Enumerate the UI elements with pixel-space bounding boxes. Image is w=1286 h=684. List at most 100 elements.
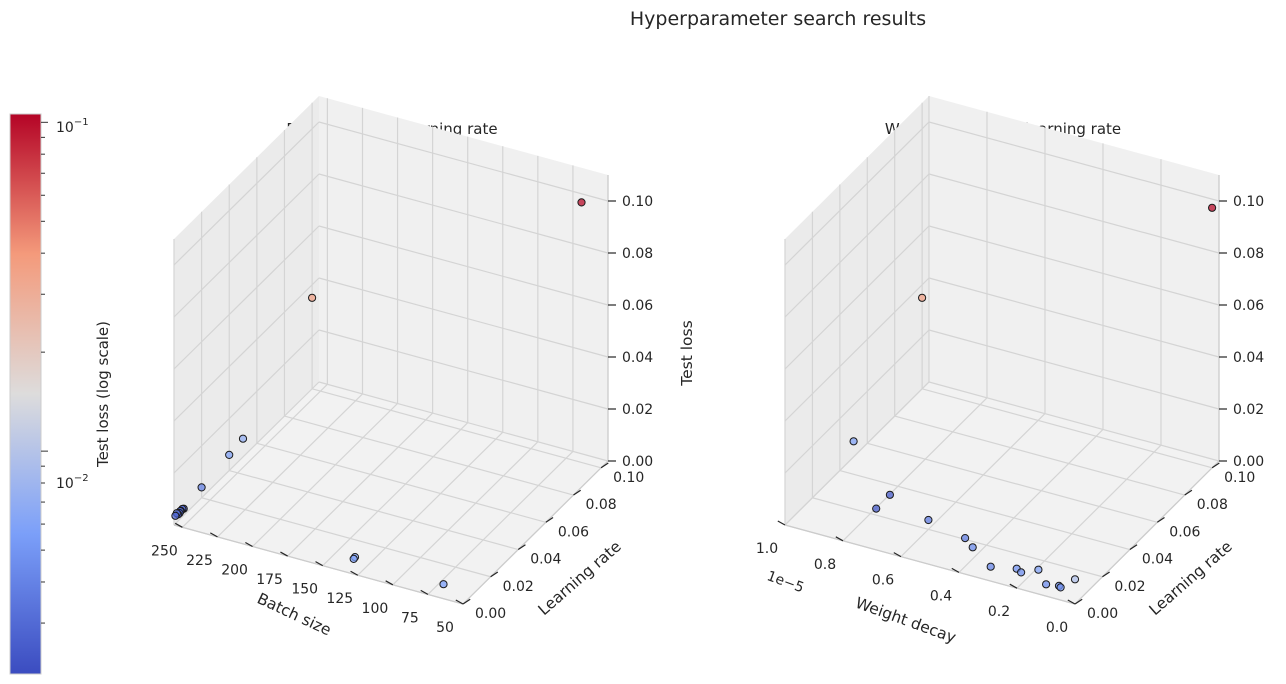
z-tick-label: 0.04	[1233, 350, 1264, 366]
x-tick-label: 0.0	[1046, 620, 1068, 636]
y-tick-label: 0.02	[1114, 579, 1145, 595]
z-tick-label: 0.06	[622, 298, 653, 314]
tick-labels: 50 75 100 125 150 175 200 225 250 0.00 0.02 0.04 0.0…	[151, 194, 653, 636]
x-tick	[209, 532, 218, 538]
y-tick-label: 0.00	[1087, 606, 1118, 622]
axis-lines	[784, 175, 1220, 605]
colorbar: 10−1 10−2 Test loss (log scale)	[9, 113, 112, 675]
x-tick-label: 75	[401, 610, 419, 626]
figure-title: Hyperparameter search results	[630, 8, 926, 30]
grid-z-left	[173, 277, 320, 422]
x-tick-label: 100	[362, 601, 389, 617]
grid-x-floor	[900, 413, 1046, 558]
scatter-point	[872, 504, 881, 513]
grid-z-left	[784, 381, 930, 526]
x-tick-label: 0.4	[930, 588, 952, 604]
x-tick-label: 0.2	[988, 604, 1010, 620]
y-tick-label: 0.04	[1142, 552, 1173, 568]
scatter-point	[885, 490, 895, 499]
grid-z-back	[318, 225, 609, 306]
grid-z-left	[173, 225, 320, 370]
back-pane	[319, 96, 608, 461]
x-tick	[777, 520, 786, 526]
colorbar-gradient	[9, 113, 42, 675]
x-tick	[951, 567, 960, 573]
grid-z-left	[173, 329, 320, 474]
z-tick-label: 0.00	[1233, 454, 1264, 470]
grid-z-back	[318, 381, 609, 462]
x-tick	[420, 589, 429, 595]
grid-z-left	[784, 329, 930, 474]
x-tick-label: 250	[151, 543, 178, 559]
y-tick	[1129, 544, 1138, 551]
x-tick-label: 150	[291, 582, 318, 598]
grid-z-back	[318, 277, 609, 358]
y-tick-label: 0.02	[503, 579, 534, 595]
z-tick-label: 0.02	[1233, 402, 1264, 418]
x-tick-label: 0.6	[872, 573, 894, 589]
grid-y-floor	[229, 469, 519, 551]
grid-z-back	[318, 173, 609, 254]
grid-x-floor	[427, 450, 574, 595]
z-tick-label: 0.00	[622, 454, 653, 470]
x-tick-label: 50	[436, 620, 454, 636]
y-tick	[545, 516, 554, 523]
x-tick	[455, 599, 464, 605]
scatter-point	[171, 511, 180, 520]
y-axis-line	[1074, 460, 1220, 605]
grid-x-floor	[392, 441, 539, 586]
scatter-point	[1042, 580, 1051, 589]
y-tick-label: 0.06	[558, 524, 589, 540]
x-tick	[315, 561, 324, 567]
grid-x-floor	[1016, 444, 1162, 589]
back-pane	[929, 96, 1219, 461]
grid-z-back	[928, 381, 1220, 462]
x-tick	[1067, 599, 1076, 605]
colorbar-tick-label-bottom: 10−2	[56, 473, 89, 492]
grid-z-back	[928, 173, 1220, 254]
y-tick-label: 0.08	[1197, 497, 1228, 513]
scatter-point	[968, 543, 977, 552]
scatter-point	[197, 483, 206, 492]
grid-z-left	[784, 121, 930, 266]
grid-z-back	[318, 121, 609, 202]
x-tick	[385, 580, 394, 586]
scatter-point	[986, 562, 995, 571]
y-tick	[1184, 489, 1193, 496]
tick-labels: 0.0 0.2 0.4 0.6 0.8 1.0 0.00 0.02 0.04 0.06 0.08 0.…	[756, 194, 1264, 636]
floor-pane	[785, 382, 1219, 604]
grid-z-left	[173, 173, 320, 318]
colorbar-ticks	[41, 121, 48, 624]
grid-y-floor	[812, 497, 1103, 578]
grid-x-floor	[958, 428, 1104, 573]
y-tick-label: 0.08	[586, 497, 617, 513]
grid-x-floor	[181, 383, 328, 528]
scatter-point	[849, 437, 858, 446]
x-tick	[245, 541, 253, 548]
x-tick-label: 0.8	[814, 557, 836, 573]
y-axis-line	[462, 460, 609, 605]
z-tick-label: 0.06	[1233, 298, 1264, 314]
z-tick-label: 0.08	[622, 246, 653, 262]
colorbar-tick-label-top: 10−1	[56, 117, 89, 136]
z-axis-label: Test loss	[678, 320, 696, 386]
x-tick-label: 175	[256, 572, 283, 588]
panel-weight-decay: Weight decay and learning rate 0.00.20.4…	[756, 96, 1264, 647]
y-tick	[1211, 462, 1220, 469]
y-tick-label: 0.10	[613, 470, 644, 486]
y-tick	[573, 489, 582, 496]
grid-y-floor	[921, 388, 1213, 469]
grid-z-left	[784, 277, 930, 422]
y-tick	[1156, 516, 1165, 523]
x-tick	[350, 570, 359, 576]
grid-y-floor	[894, 415, 1185, 496]
grid-z-left	[173, 121, 320, 266]
scatter-point	[577, 198, 586, 207]
gridlines	[784, 96, 1220, 605]
x-tick-label: 200	[221, 563, 248, 579]
grid-x-floor	[287, 412, 434, 557]
y-tick-label: 0.10	[1224, 470, 1255, 486]
y-tick-label: 0.06	[1169, 524, 1200, 540]
y-tick	[600, 462, 609, 469]
grid-z-back	[928, 277, 1220, 358]
